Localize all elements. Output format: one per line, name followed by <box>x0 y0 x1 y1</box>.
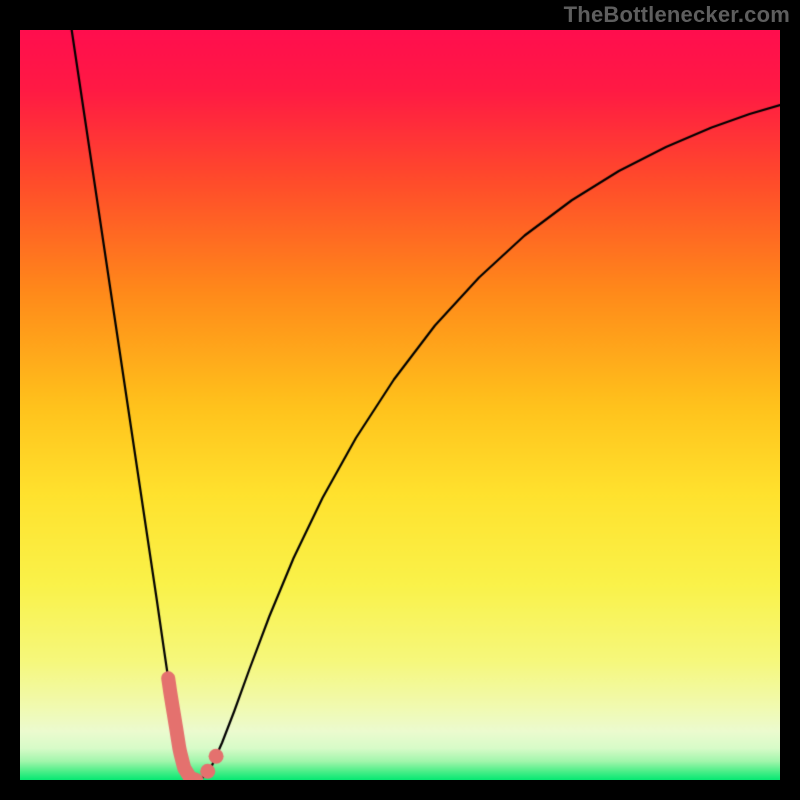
bottleneck-curve-plot <box>20 30 780 780</box>
chart-frame <box>20 30 780 780</box>
chart-stage: TheBottlenecker.com <box>0 0 800 800</box>
watermark-text: TheBottlenecker.com <box>564 2 790 28</box>
